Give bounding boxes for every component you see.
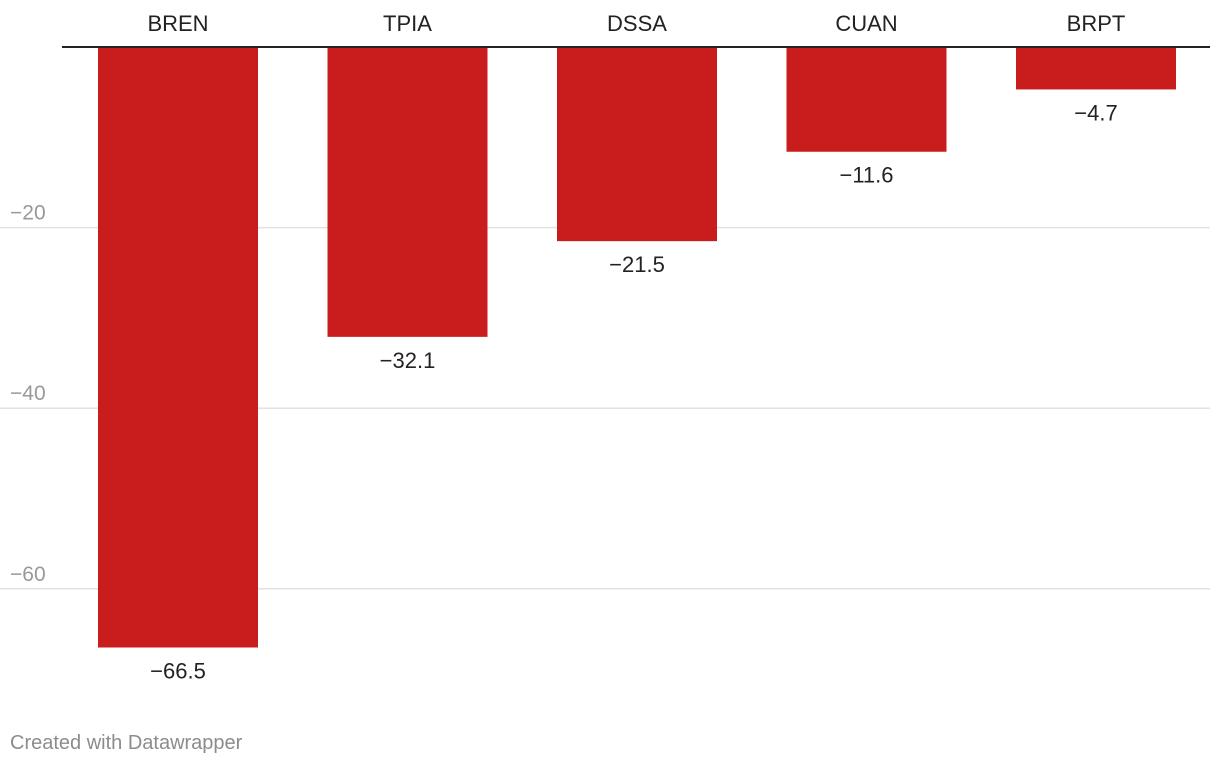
category-label-tpia: TPIA	[383, 11, 432, 36]
bar-bren	[98, 47, 258, 648]
value-label-tpia: −32.1	[380, 348, 436, 373]
category-label-dssa: DSSA	[607, 11, 667, 36]
bar-tpia	[327, 47, 488, 337]
bars	[98, 47, 1176, 648]
bar-cuan	[786, 47, 947, 152]
bar-brpt	[1016, 47, 1176, 90]
y-tick-label: −20	[10, 202, 46, 225]
category-label-bren: BREN	[147, 11, 208, 36]
category-labels: BREN TPIA DSSA CUAN BRPT	[147, 11, 1125, 36]
y-tick-labels: −20 −40 −60	[10, 202, 46, 586]
value-label-bren: −66.5	[150, 658, 206, 683]
value-labels: −66.5 −32.1 −21.5 −11.6 −4.7	[150, 100, 1118, 683]
y-tick-label: −60	[10, 563, 46, 586]
category-label-brpt: BRPT	[1067, 11, 1126, 36]
value-label-cuan: −11.6	[839, 163, 893, 188]
y-tick-label: −40	[10, 382, 46, 405]
datawrapper-credit: Created with Datawrapper	[10, 732, 243, 754]
category-label-cuan: CUAN	[835, 11, 897, 36]
value-label-dssa: −21.5	[609, 252, 665, 277]
bar-dssa	[557, 47, 717, 242]
value-label-brpt: −4.7	[1074, 100, 1117, 125]
